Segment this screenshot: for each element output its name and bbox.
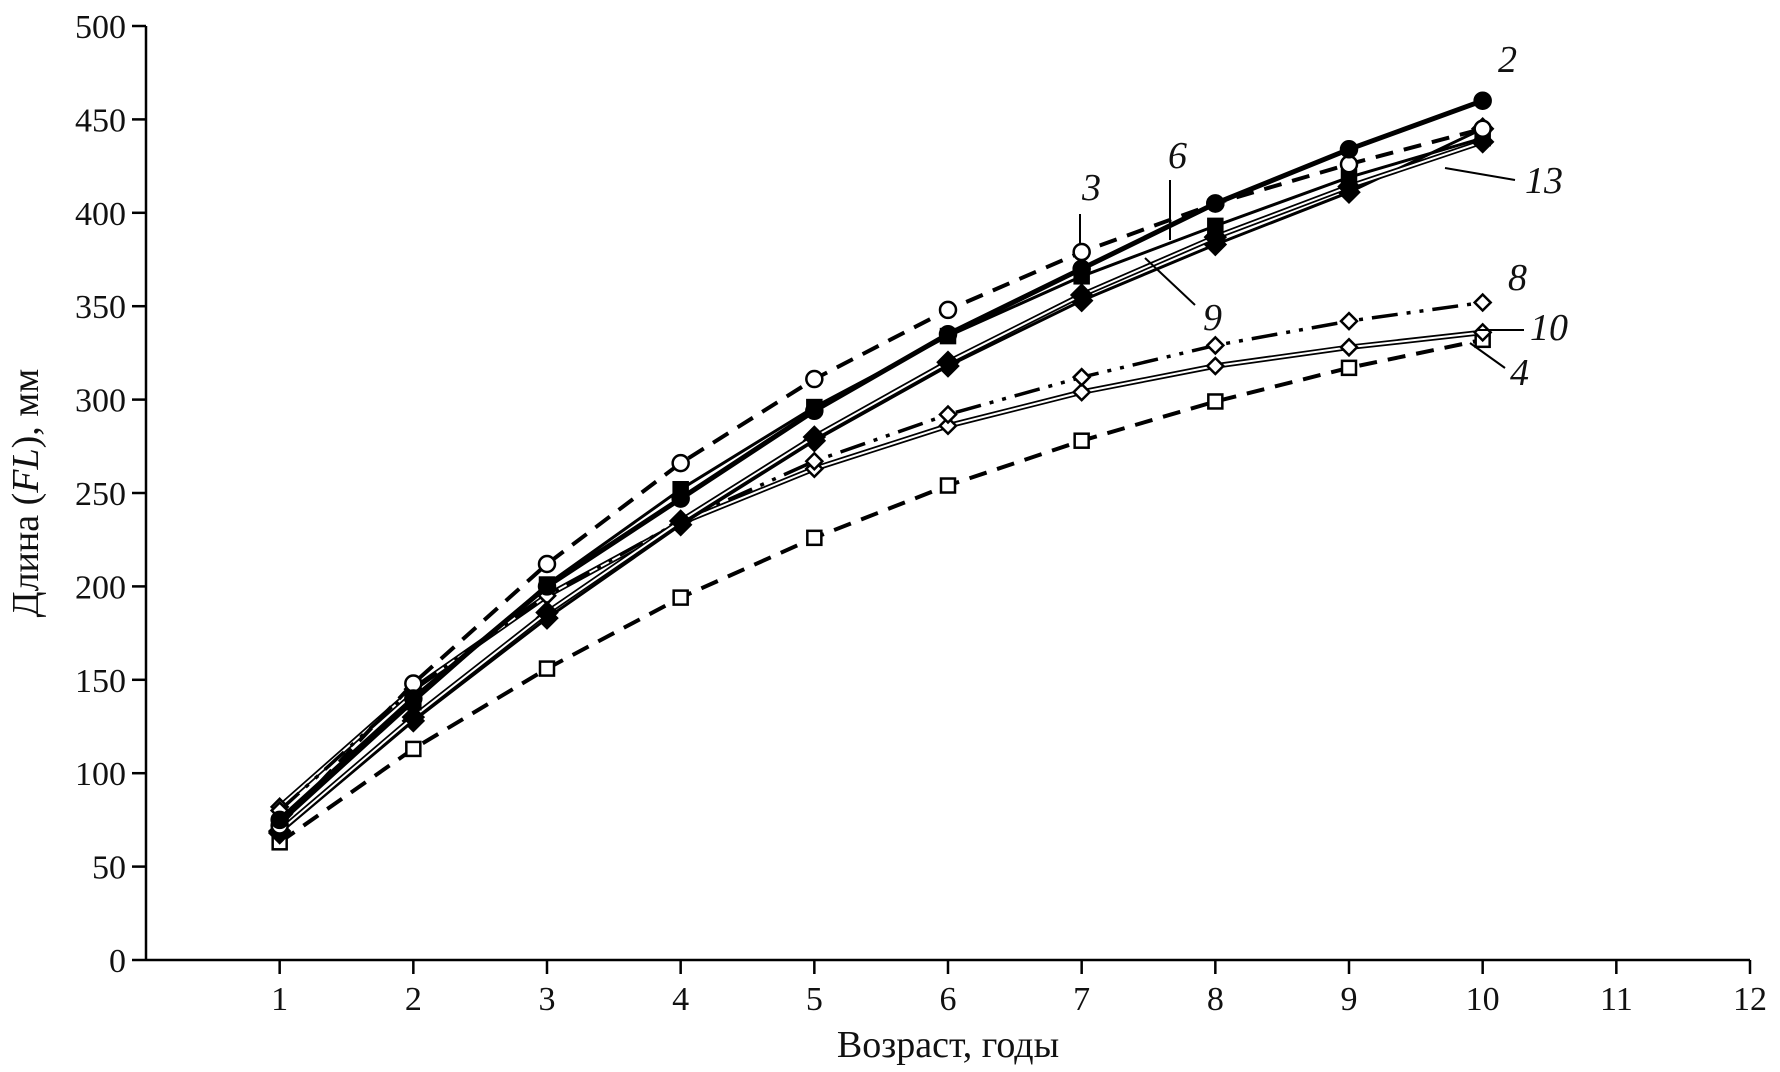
series-6-point-8 (1207, 217, 1224, 235)
series-9-point-6 (936, 350, 960, 375)
series-4-point-5 (806, 529, 823, 547)
y-tick-label-400: 400 (75, 196, 126, 233)
series-label-10: 10 (1530, 307, 1568, 349)
series-10-point-9 (1339, 337, 1359, 358)
series-2-point-10 (1473, 91, 1492, 110)
series-8-point-9 (1339, 311, 1359, 331)
x-tick-label-7: 7 (1073, 981, 1090, 1018)
x-tick-label-4: 4 (672, 981, 689, 1018)
series-9-point-5 (802, 425, 827, 449)
series-2 (270, 91, 1492, 830)
series-8-point-5 (804, 451, 825, 472)
series-3-point-10 (1473, 119, 1492, 138)
x-axis-title: Возраст, годы (837, 1024, 1059, 1066)
series-label-9: 9 (1203, 297, 1222, 339)
y-tick-label-50: 50 (92, 850, 126, 887)
series-2-point-5 (805, 401, 824, 421)
series-9 (267, 130, 1495, 843)
series-4-point-7 (1073, 432, 1090, 449)
series-3-point-7 (1072, 242, 1091, 262)
series-10-point-7 (1071, 382, 1092, 402)
x-tick-label-6: 6 (940, 981, 957, 1018)
series-9-point-3 (535, 600, 559, 625)
series-10-point-8 (1205, 356, 1226, 376)
x-tick-label-10: 10 (1466, 981, 1500, 1018)
series-9-leader (1144, 257, 1196, 306)
series-4-leader (1469, 342, 1506, 369)
x-tick-label-8: 8 (1207, 981, 1224, 1018)
series-2-line (278, 98, 1484, 822)
series-layer (267, 91, 1495, 851)
series-label-2: 2 (1498, 39, 1517, 81)
y-tick-label-450: 450 (75, 102, 126, 139)
series-label-8: 8 (1508, 257, 1527, 299)
series-8-line (278, 300, 1483, 812)
x-tick-label-1: 1 (271, 981, 288, 1018)
y-tick-label-200: 200 (75, 569, 126, 606)
series-2-point-2 (404, 689, 423, 708)
series-9-line-inner (279, 140, 1484, 832)
series-2-point-4 (671, 489, 690, 508)
series-8-point-8 (1205, 335, 1226, 356)
series-4-point-8 (1207, 393, 1224, 410)
y-tick-label-300: 300 (75, 383, 126, 420)
series-2-point-6 (938, 324, 958, 344)
y-tick-label-250: 250 (75, 476, 126, 513)
series-9-point-7 (1069, 283, 1094, 307)
series-label-6: 6 (1168, 135, 1187, 177)
series-4-point-6 (939, 477, 957, 494)
series-13-line (278, 127, 1484, 835)
series-label-3: 3 (1081, 167, 1101, 209)
series-3 (270, 119, 1492, 835)
series-2-point-3 (537, 577, 557, 596)
y-tick-label-150: 150 (75, 663, 126, 700)
series-13 (267, 116, 1495, 845)
series-9-point-2 (401, 705, 426, 729)
series-13-leader (1444, 167, 1516, 181)
series-3-point-2 (404, 674, 423, 693)
x-tick-label-2: 2 (405, 981, 422, 1018)
x-tick-label-11: 11 (1600, 981, 1633, 1018)
series-4-point-9 (1340, 359, 1358, 377)
series-4-point-3 (538, 660, 556, 677)
y-tick-label-0: 0 (109, 943, 126, 980)
y-tick-label-100: 100 (75, 756, 126, 793)
y-axis-title: Длина (FL), мм (5, 369, 47, 618)
x-tick-label-12: 12 (1733, 981, 1767, 1018)
series-9-line (277, 139, 1484, 834)
x-tick-label-5: 5 (806, 981, 823, 1018)
series-2-point-7 (1072, 259, 1091, 279)
series-8-point-6 (938, 404, 958, 425)
series-9-point-4 (668, 509, 693, 533)
series-label-4: 4 (1510, 352, 1529, 394)
series-3-point-6 (938, 300, 958, 320)
series-4-line (278, 337, 1484, 844)
series-4 (271, 331, 1491, 851)
series-3-point-4 (671, 453, 690, 473)
series-8-point-10 (1472, 292, 1493, 313)
series-3-point-3 (537, 554, 557, 574)
series-3-point-9 (1339, 154, 1359, 174)
x-tick-label-3: 3 (539, 981, 556, 1018)
series-4-point-2 (405, 740, 422, 758)
series-4-point-4 (672, 589, 689, 606)
series-2-point-1 (270, 810, 289, 830)
series-2-point-9 (1339, 140, 1359, 159)
y-axis-title-part-2: FL (5, 448, 47, 493)
series-label-13: 13 (1525, 160, 1563, 202)
x-tick-label-9: 9 (1341, 981, 1358, 1018)
y-tick-label-500: 500 (75, 9, 126, 46)
series-8-point-7 (1071, 367, 1092, 387)
series-2-point-8 (1206, 194, 1225, 213)
y-tick-label-350: 350 (75, 289, 126, 326)
y-axis-title-part-1: Длина ( (5, 493, 47, 618)
series-10-point-6 (938, 415, 958, 436)
y-axis-title-part-3: ), мм (5, 369, 47, 449)
series-3-point-5 (805, 369, 824, 389)
